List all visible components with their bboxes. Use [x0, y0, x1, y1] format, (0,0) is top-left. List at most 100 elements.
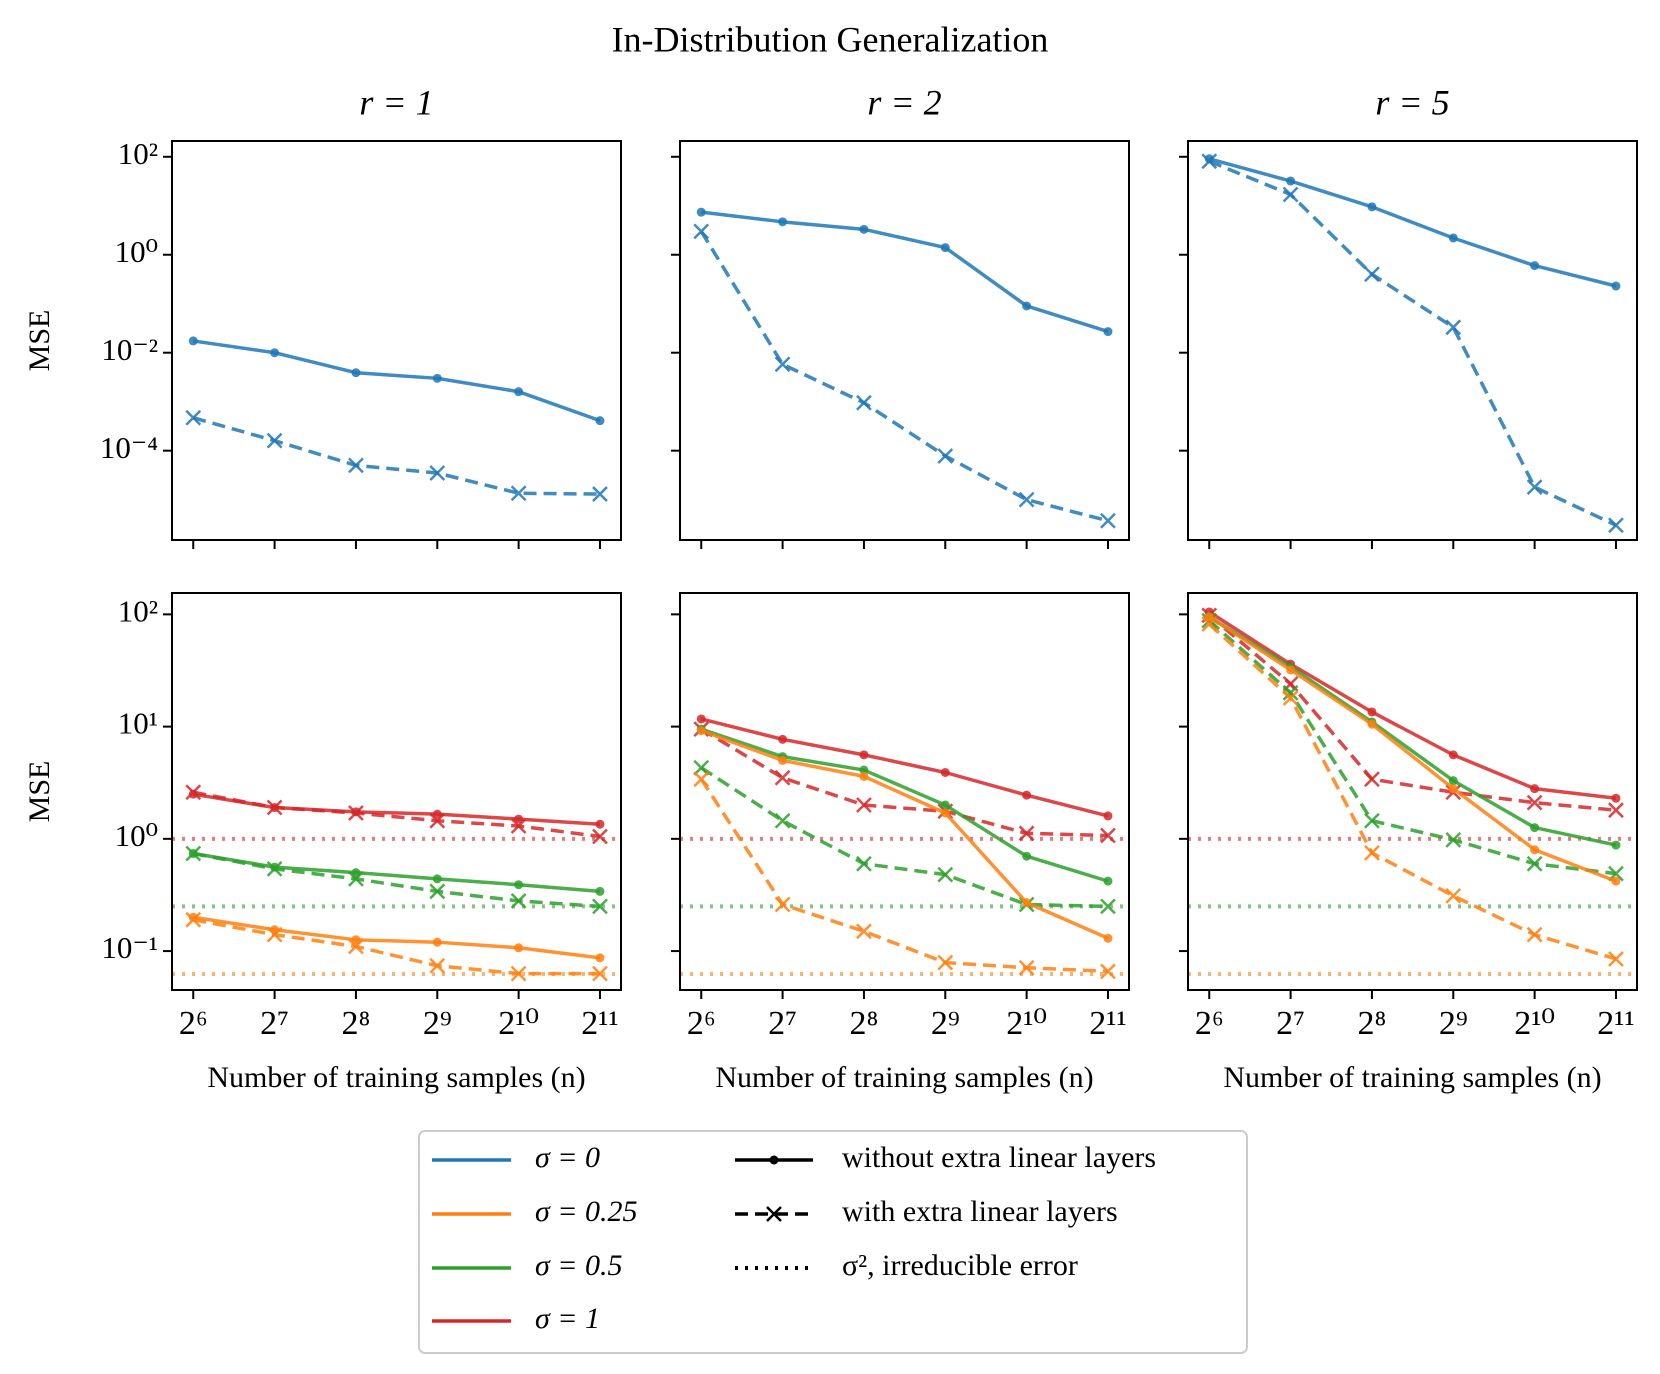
series-line — [700, 727, 1109, 838]
x-tick-label: 2¹⁰ — [1006, 1005, 1047, 1042]
point — [940, 243, 950, 253]
point — [1022, 790, 1032, 800]
point — [1204, 612, 1214, 622]
point — [185, 784, 202, 801]
point — [1282, 684, 1299, 701]
point — [1100, 898, 1116, 915]
point — [859, 224, 869, 234]
legend-marker — [769, 1155, 779, 1165]
point — [1526, 479, 1543, 496]
point — [778, 734, 788, 744]
series-line — [1208, 615, 1617, 847]
series-line — [1208, 615, 1617, 883]
series-line — [192, 416, 600, 496]
point — [1364, 812, 1380, 829]
point — [510, 485, 527, 502]
point — [696, 207, 706, 217]
point — [696, 714, 706, 724]
point — [185, 911, 202, 928]
point — [429, 812, 446, 829]
x-tick-label: 2¹¹ — [581, 1005, 618, 1042]
point — [1526, 855, 1543, 872]
point — [1445, 319, 1462, 336]
point — [1201, 153, 1218, 170]
point — [1201, 616, 1218, 632]
point — [1526, 926, 1543, 943]
series-line — [192, 792, 601, 826]
x-tick-label: 2¹¹ — [1597, 1005, 1634, 1042]
point — [1018, 825, 1035, 842]
x-axis-label: Number of training samples (n) — [1223, 1061, 1601, 1094]
point — [510, 818, 527, 834]
point — [856, 394, 872, 411]
y-tick-label: 10² — [118, 593, 158, 628]
point — [1286, 176, 1296, 186]
x-tick-label: 2⁹ — [423, 1005, 452, 1042]
series-line — [1208, 614, 1617, 812]
point — [1611, 793, 1621, 803]
y-tick-label: 10⁰ — [115, 234, 158, 269]
series-line — [1208, 159, 1617, 527]
point — [595, 819, 605, 829]
legend-label: σ², irreducible error — [842, 1249, 1078, 1282]
legend-label: σ = 0.25 — [535, 1195, 638, 1228]
point — [1367, 707, 1377, 717]
x-axis-label: Number of training samples (n) — [207, 1061, 585, 1094]
point — [1608, 802, 1624, 819]
y-tick-label: 10¹ — [118, 706, 158, 741]
point — [693, 223, 710, 240]
point — [266, 432, 283, 449]
point — [1530, 261, 1540, 271]
point — [937, 448, 954, 464]
x-tick-label: 2⁶ — [1195, 1005, 1224, 1042]
point — [696, 726, 706, 736]
x-tick-label: 2⁷ — [768, 1005, 797, 1042]
point — [1282, 186, 1299, 203]
point — [592, 486, 608, 502]
point — [1018, 959, 1035, 976]
legend-label: σ = 1 — [535, 1302, 600, 1335]
point — [1364, 844, 1380, 861]
series-line — [701, 210, 1109, 334]
series-line — [192, 918, 600, 976]
x-tick-label: 2⁹ — [931, 1005, 960, 1042]
y-tick-label: 10⁰ — [115, 818, 158, 853]
point — [778, 217, 788, 227]
x-tick-label: 2¹⁰ — [1514, 1005, 1555, 1042]
point — [429, 465, 446, 481]
point — [1100, 512, 1116, 529]
subplot-title: r = 1 — [359, 82, 433, 122]
subplot-title: r = 2 — [867, 82, 941, 122]
point — [266, 926, 283, 943]
point — [1448, 233, 1458, 243]
point — [348, 870, 364, 887]
point — [432, 809, 442, 819]
x-tick-label: 2⁸ — [1358, 1005, 1387, 1042]
y-tick-label: 10⁻¹ — [101, 930, 158, 965]
series-line — [192, 339, 601, 423]
point — [348, 457, 364, 474]
point — [432, 373, 442, 383]
legend-marker — [766, 1206, 782, 1222]
point — [693, 771, 710, 788]
point — [595, 953, 605, 963]
x-tick-label: 2⁸ — [850, 1005, 879, 1042]
point — [1282, 690, 1299, 706]
point — [1608, 517, 1624, 534]
series-line — [192, 915, 601, 960]
point — [351, 368, 361, 378]
series-line — [699, 778, 1109, 974]
figure-title: In-Distribution Generalization — [612, 19, 1049, 59]
point — [1103, 933, 1113, 943]
point — [1367, 202, 1377, 212]
point — [940, 808, 950, 818]
point — [266, 860, 283, 877]
point — [940, 800, 950, 810]
point — [774, 769, 791, 786]
y-axis-label: MSE — [23, 310, 56, 372]
point — [774, 356, 791, 373]
point — [1022, 301, 1032, 311]
point — [859, 771, 869, 781]
point — [856, 923, 872, 940]
